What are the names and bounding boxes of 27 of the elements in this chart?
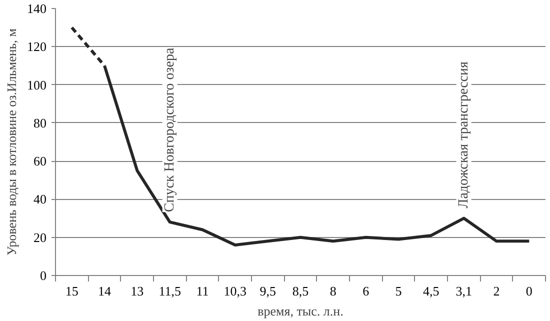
annotation: Спуск Новгородского озера — [162, 46, 178, 212]
x-tick-label: 14 — [98, 284, 112, 298]
y-tick-label: 80 — [34, 115, 46, 130]
x-tick-label: 9,5 — [260, 284, 276, 298]
y-tick-label: 0 — [40, 268, 46, 283]
x-tick-label: 3,1 — [456, 284, 472, 298]
x-tick-label: 15 — [65, 284, 78, 298]
y-axis-title: Уровень воды в котловине оз.Ильмень, м — [4, 28, 19, 256]
x-tick-label: 8,5 — [292, 284, 309, 298]
x-tick-label: 0 — [526, 284, 532, 298]
y-tick-label: 60 — [34, 154, 46, 169]
x-tick-label: 6 — [362, 284, 370, 298]
x-tick-label: 4,5 — [423, 284, 440, 298]
x-tick-label: 8 — [330, 284, 336, 298]
y-tick-label: 120 — [27, 39, 46, 54]
x-tick-label: 11,5 — [158, 284, 181, 298]
x-axis-title: время, тыс. л.н. — [258, 304, 344, 318]
x-tick-label: 13 — [130, 284, 144, 298]
y-tick-label: 140 — [27, 1, 46, 16]
x-tick-label: 10,3 — [224, 284, 247, 298]
y-tick-label: 40 — [34, 192, 46, 207]
x-tick-label: 2 — [493, 284, 500, 298]
x-tick-label: 5 — [395, 284, 402, 298]
y-tick-label: 100 — [27, 77, 46, 92]
annotation: Ладожская трансгрессия — [456, 60, 472, 208]
y-tick-label: 20 — [34, 230, 46, 245]
x-tick-label: 11 — [196, 284, 209, 298]
